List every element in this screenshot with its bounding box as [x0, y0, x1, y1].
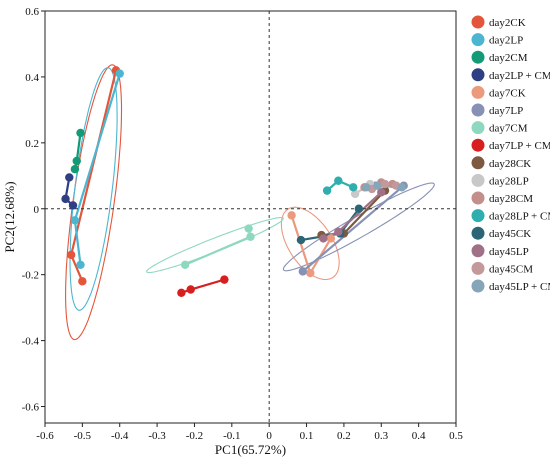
data-point-12-0 — [297, 236, 305, 244]
data-point-11-2 — [349, 183, 357, 191]
x-tick-label-5: -0.1 — [223, 430, 240, 442]
x-tick-label-9: 0.3 — [374, 430, 388, 442]
data-point-0-1 — [67, 251, 75, 259]
legend-marker-2 — [472, 51, 485, 64]
series-connector-lines — [66, 70, 404, 292]
data-point-6-0 — [181, 261, 189, 269]
legend-label-4: day7CK — [489, 87, 526, 99]
legend-label-1: day2LP — [489, 35, 523, 47]
data-point-12-2 — [355, 205, 363, 213]
x-axis-title: PC1(65.72%) — [215, 442, 286, 457]
data-point-0-2 — [78, 277, 86, 285]
x-tick-label-10: 0.4 — [412, 430, 426, 442]
y-axis-title: PC2(12.68%) — [2, 181, 17, 252]
legend-marker-8 — [472, 156, 485, 169]
x-tick-label-7: 0.1 — [300, 430, 314, 442]
legend-label-11: day28LP + CM — [489, 211, 550, 223]
data-point-15-0 — [362, 183, 370, 191]
data-point-3-1 — [61, 195, 69, 203]
legend-marker-5 — [472, 104, 485, 117]
connector-line-7-1 — [191, 280, 225, 290]
legend-label-0: day2CK — [489, 17, 526, 29]
legend-marker-11 — [472, 209, 485, 222]
x-tick-label-4: -0.2 — [186, 430, 203, 442]
legend-marker-12 — [472, 227, 485, 240]
y-tick-label-5: 0.4 — [25, 72, 39, 84]
y-tick-label-2: -0.2 — [22, 270, 39, 282]
x-tick-label-6: 0 — [266, 430, 272, 442]
legend-label-6: day7CM — [489, 123, 528, 135]
data-point-14-1 — [381, 180, 389, 188]
legend-marker-10 — [472, 192, 485, 205]
axes: -0.6 -0.5 -0.4 -0.3 -0.2 -0.1 0 0.1 0.2 0.3 0.4 0.5… — [22, 6, 464, 442]
data-point-4-1 — [306, 269, 314, 277]
data-point-5-0 — [299, 267, 307, 275]
legend-marker-6 — [472, 121, 485, 134]
confidence-ellipses — [66, 65, 435, 340]
data-point-11-1 — [334, 177, 342, 185]
x-tick-label-1: -0.5 — [74, 430, 92, 442]
legend-marker-3 — [472, 68, 485, 81]
legend-label-12: day45CK — [489, 228, 531, 240]
data-point-7-1 — [187, 285, 195, 293]
legend-label-5: day7LP — [489, 105, 523, 117]
x-tick-label-8: 0.2 — [337, 430, 351, 442]
y-tick-label-4: 0.2 — [25, 138, 39, 150]
data-point-3-2 — [69, 201, 77, 209]
connector-line-5-0 — [303, 186, 404, 272]
ellipse-6 — [147, 218, 284, 273]
legend-marker-14 — [472, 262, 485, 275]
data-point-11-0 — [323, 186, 331, 194]
y-tick-label-3: 0 — [34, 204, 40, 216]
y-tick-label-1: -0.4 — [22, 336, 40, 348]
legend-label-15: day45LP + CM — [489, 281, 550, 293]
legend-label-10: day28CM — [489, 193, 533, 205]
legend-marker-1 — [472, 33, 485, 46]
data-point-2-2 — [71, 165, 79, 173]
data-point-6-1 — [246, 233, 254, 241]
data-point-2-1 — [73, 157, 81, 165]
x-tick-label-3: -0.3 — [148, 430, 166, 442]
connector-line-6-0 — [185, 237, 250, 265]
data-point-15-2 — [398, 183, 406, 191]
data-point-7-2 — [220, 275, 228, 283]
legend-label-9: day28LP — [489, 175, 529, 187]
legend-label-2: day2CM — [489, 52, 528, 64]
x-tick-label-0: -0.6 — [36, 430, 54, 442]
data-point-4-2 — [327, 234, 335, 242]
data-point-7-0 — [177, 289, 185, 297]
legend-label-13: day45LP — [489, 246, 529, 258]
y-tick-label-6: 0.6 — [25, 6, 39, 18]
data-point-1-2 — [76, 261, 84, 269]
data-point-1-1 — [71, 216, 79, 224]
legend-label-8: day28CK — [489, 158, 531, 170]
data-point-13-1 — [334, 228, 342, 236]
data-point-3-0 — [65, 173, 73, 181]
legend-marker-9 — [472, 174, 485, 187]
data-point-6-2 — [244, 224, 252, 232]
legend-label-3: day2LP + CM — [489, 70, 550, 82]
data-point-15-1 — [373, 181, 381, 189]
legend-marker-13 — [472, 244, 485, 257]
y-tick-label-0: -0.6 — [22, 402, 40, 414]
legend-label-14: day45CM — [489, 263, 533, 275]
legend: day2CK day2LP day2CM day2LP + CM day7CK day7L… — [472, 16, 550, 294]
data-point-1-0 — [116, 69, 124, 77]
legend-label-7: day7LP + CM — [489, 140, 550, 152]
legend-marker-15 — [472, 280, 485, 293]
legend-marker-0 — [472, 16, 485, 29]
x-tick-label-11: 0.5 — [449, 430, 463, 442]
data-point-13-0 — [319, 234, 327, 242]
legend-marker-4 — [472, 86, 485, 99]
x-tick-label-2: -0.4 — [111, 430, 129, 442]
data-point-2-0 — [76, 129, 84, 137]
legend-marker-7 — [472, 139, 485, 152]
data-point-4-0 — [287, 211, 295, 219]
